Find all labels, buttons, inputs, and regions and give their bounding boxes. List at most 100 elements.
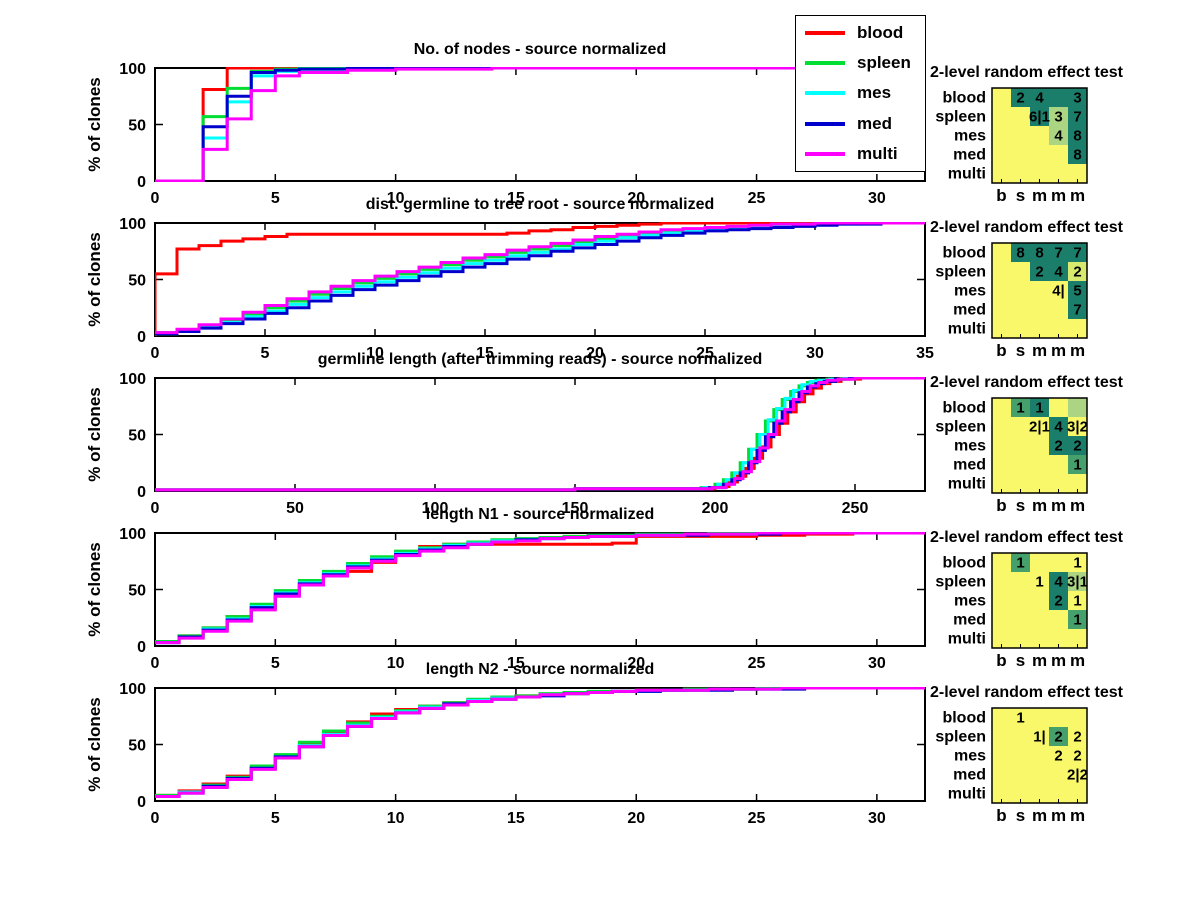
heatmap-cell-value: 3|1 [1067,574,1088,591]
x-tick-label: 20 [627,655,645,672]
cdf-curve-multi [155,67,925,182]
y-axis-label: % of clones [85,387,104,481]
cdf-curve-med [155,687,925,798]
x-tick-label: 35 [916,345,934,362]
x-tick-label: 5 [271,190,280,207]
heatmap-cell-value: 1 [1073,555,1081,572]
heatmap-col-label: b [996,806,1006,825]
heatmap-col-label: m [1070,341,1085,360]
cdf-plot-3: germline length (after trimming reads) -… [85,351,926,517]
y-tick-label: 50 [128,273,146,290]
heatmap-cell [1049,243,1068,262]
heatmap-cell [1068,300,1087,319]
heatmap-cell [1068,455,1087,474]
legend-label: spleen [857,53,911,73]
heatmap-cell [1049,572,1068,591]
heatmap-row-label: multi [948,321,986,338]
heatmap-cell [1068,398,1087,417]
x-tick-label: 10 [387,190,405,207]
heatmap-cell [1068,107,1087,126]
x-tick-label: 20 [586,345,604,362]
cdf-curve-blood [155,532,925,643]
legend-item-med: med [796,109,925,138]
x-tick-label: 250 [842,500,869,517]
heatmap-col-label: m [1032,651,1047,670]
x-tick-label: 20 [627,190,645,207]
heatmap-cell [1030,243,1049,262]
heatmap-cell [1049,88,1068,107]
heatmap-row-label: med [953,302,986,319]
heatmap-cell [1068,126,1087,145]
x-tick-label: 50 [286,500,304,517]
heatmap-row-label: spleen [935,419,986,436]
cdf-curve-multi [155,222,925,335]
x-tick-label: 10 [366,345,384,362]
heatmap-col-label: m [1051,341,1066,360]
x-tick-label: 30 [868,190,886,207]
y-axis-label: % of clones [85,232,104,326]
y-tick-label: 50 [128,738,146,755]
x-tick-label: 0 [151,655,160,672]
heatmap-cell [1049,436,1068,455]
heatmap-col-label: m [1070,186,1085,205]
heatmap-col-label: m [1032,341,1047,360]
heatmap-cell-value: 4 [1054,419,1063,436]
heatmap-cell-value: 1 [1073,612,1081,629]
heatmap-row-label: mes [954,593,986,610]
heatmap-cell-value: 5 [1073,283,1081,300]
heatmap-col-label: m [1032,496,1047,515]
x-tick-label: 0 [151,810,160,827]
heatmap-cell [1049,727,1068,746]
heatmap-row-label: mes [954,283,986,300]
cdf-curve-blood [155,377,925,492]
heatmap-cell-value: 7 [1073,302,1081,319]
heatmap-col-label: s [1016,651,1025,670]
heatmap-row-label: spleen [935,574,986,591]
heatmap-cell [1030,262,1049,281]
y-tick-label: 0 [137,484,146,501]
cdf-curve-spleen [155,687,925,797]
y-tick-label: 100 [119,526,146,543]
heatmap-cell-value: 2 [1073,748,1081,765]
heatmap-cell-value: 3 [1054,109,1062,126]
heatmap-title: 2-level random effect test [930,64,1124,81]
y-tick-label: 100 [119,681,146,698]
heatmap-cell-value: 6|1 [1029,109,1050,126]
legend-swatch-blood [805,31,845,36]
heatmap-grid [992,553,1087,648]
x-tick-label: 0 [151,345,160,362]
heatmap-cell-value: 2 [1073,264,1081,281]
heatmap-row-label: med [953,457,986,474]
cdf-curve-med [155,532,925,645]
heatmap-col-label: m [1070,806,1085,825]
heatmap-cell-value: 2 [1073,438,1081,455]
heatmap-cell [1049,591,1068,610]
heatmap-col-label: b [996,341,1006,360]
heatmap-cell [1068,281,1087,300]
heatmap-cell-value: 2 [1073,729,1081,746]
heatmap-cell-value: 4 [1035,90,1044,107]
heatmap-title: 2-level random effect test [930,374,1124,391]
y-tick-label: 50 [128,428,146,445]
heatmap-row-label: blood [942,555,986,572]
heatmap-row-label: blood [942,245,986,262]
legend-swatch-spleen [805,61,845,66]
plot-frame [154,687,926,802]
heatmap-cell [1049,126,1068,145]
heatmap-cell [1011,553,1030,572]
heatmap-cell-value: 2 [1035,264,1043,281]
heatmap-cell [1011,243,1030,262]
x-tick-label: 30 [868,655,886,672]
y-tick-label: 50 [128,118,146,135]
heatmap-row-label: multi [948,631,986,648]
heatmap-cell-value: 1 [1016,400,1024,417]
heatmap-col-label: m [1032,806,1047,825]
heatmap-cell [1068,88,1087,107]
y-tick-label: 0 [137,174,146,191]
heatmap-row-label: med [953,612,986,629]
